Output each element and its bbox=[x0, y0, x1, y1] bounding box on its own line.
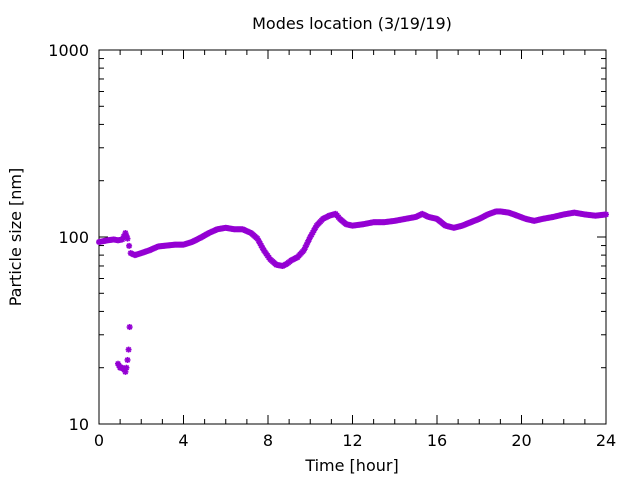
y-tick-labels: 10 100 1000 bbox=[48, 41, 89, 434]
y-tick-label: 1000 bbox=[48, 41, 89, 60]
x-tick-label: 0 bbox=[94, 431, 104, 450]
chart-title: Modes location (3/19/19) bbox=[252, 14, 452, 33]
data-point bbox=[124, 235, 131, 242]
x-tick-label: 12 bbox=[342, 431, 362, 450]
axis-ticks bbox=[98, 49, 607, 425]
y-tick-label: 10 bbox=[69, 415, 89, 434]
x-tick-label: 16 bbox=[427, 431, 447, 450]
data-point bbox=[124, 356, 131, 363]
data-point bbox=[123, 364, 130, 371]
data-point bbox=[125, 346, 132, 353]
data-points bbox=[96, 208, 609, 375]
x-tick-label: 24 bbox=[596, 431, 616, 450]
x-tick-label: 4 bbox=[178, 431, 188, 450]
x-tick-label: 20 bbox=[511, 431, 531, 450]
data-point bbox=[603, 211, 609, 218]
x-axis-label: Time [hour] bbox=[304, 456, 398, 475]
x-tick-label: 8 bbox=[263, 431, 273, 450]
x-tick-labels: 0 4 8 12 16 20 24 bbox=[94, 431, 616, 450]
y-tick-label: 100 bbox=[58, 228, 89, 247]
data-point bbox=[126, 242, 133, 249]
y-axis-label: Particle size [nm] bbox=[6, 168, 25, 307]
data-point bbox=[126, 324, 133, 331]
plot-border bbox=[98, 49, 607, 425]
